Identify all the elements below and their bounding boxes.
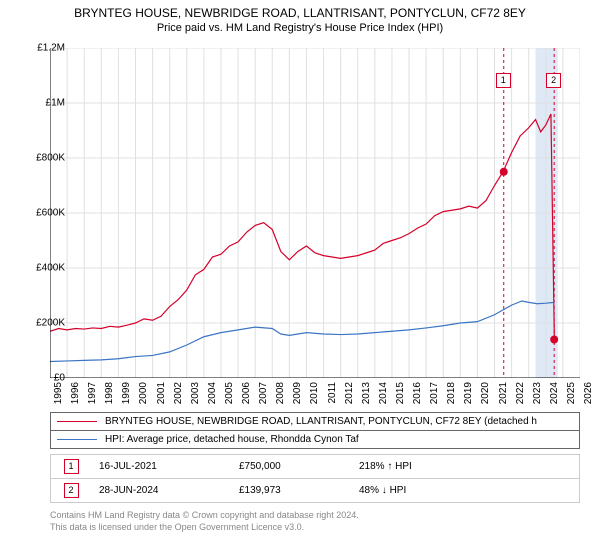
x-tick-label: 2008 xyxy=(275,382,286,404)
x-tick-label: 2007 xyxy=(258,382,269,404)
x-tick-label: 2005 xyxy=(224,382,235,404)
chart-subtitle: Price paid vs. HM Land Registry's House … xyxy=(0,20,600,34)
x-tick-label: 2023 xyxy=(532,382,543,404)
legend-label: BRYNTEG HOUSE, NEWBRIDGE ROAD, LLANTRISA… xyxy=(105,416,537,427)
y-tick-label: £200K xyxy=(36,318,65,329)
x-tick-label: 1997 xyxy=(87,382,98,404)
x-tick-label: 2015 xyxy=(395,382,406,404)
y-tick-label: £400K xyxy=(36,263,65,274)
legend: BRYNTEG HOUSE, NEWBRIDGE ROAD, LLANTRISA… xyxy=(50,412,580,449)
chart-marker-2: 2 xyxy=(546,73,561,88)
data-marker: 2 xyxy=(64,483,79,498)
x-tick-label: 2018 xyxy=(446,382,457,404)
x-tick-label: 2016 xyxy=(412,382,423,404)
x-tick-label: 2024 xyxy=(549,382,560,404)
footnote-line1: Contains HM Land Registry data © Crown c… xyxy=(50,510,359,522)
data-marker-cell: 1 xyxy=(51,455,91,478)
data-delta: 48% ↓ HPI xyxy=(351,480,414,501)
x-tick-label: 2001 xyxy=(156,382,167,404)
x-tick-label: 1998 xyxy=(104,382,115,404)
footnote: Contains HM Land Registry data © Crown c… xyxy=(50,510,359,533)
x-tick-label: 2000 xyxy=(138,382,149,404)
x-tick-label: 2010 xyxy=(309,382,320,404)
x-tick-label: 2022 xyxy=(515,382,526,404)
x-tick-label: 2006 xyxy=(241,382,252,404)
x-tick-label: 2025 xyxy=(566,382,577,404)
x-tick-label: 2002 xyxy=(173,382,184,404)
x-tick-label: 1999 xyxy=(121,382,132,404)
y-tick-label: £800K xyxy=(36,153,65,164)
x-tick-label: 2026 xyxy=(583,382,594,404)
x-tick-label: 2014 xyxy=(378,382,389,404)
data-delta: 218% ↑ HPI xyxy=(351,456,420,477)
chart-area xyxy=(50,48,580,378)
x-tick-label: 2011 xyxy=(327,382,338,404)
legend-swatch xyxy=(57,439,97,441)
legend-label: HPI: Average price, detached house, Rhon… xyxy=(105,434,359,445)
x-tick-label: 1995 xyxy=(53,382,64,404)
data-marker: 1 xyxy=(64,459,79,474)
x-tick-label: 2013 xyxy=(361,382,372,404)
legend-row: BRYNTEG HOUSE, NEWBRIDGE ROAD, LLANTRISA… xyxy=(51,413,579,431)
x-tick-label: 2020 xyxy=(480,382,491,404)
chart-container: BRYNTEG HOUSE, NEWBRIDGE ROAD, LLANTRISA… xyxy=(0,0,600,560)
legend-row: HPI: Average price, detached house, Rhon… xyxy=(51,431,579,449)
y-tick-label: £1.2M xyxy=(37,43,65,54)
x-tick-label: 2017 xyxy=(429,382,440,404)
x-tick-label: 2009 xyxy=(292,382,303,404)
y-tick-label: £1M xyxy=(46,98,65,109)
data-row: 1 16-JUL-2021£750,000218% ↑ HPI xyxy=(51,455,579,479)
data-date: 16-JUL-2021 xyxy=(91,456,231,477)
data-table: 1 16-JUL-2021£750,000218% ↑ HPI 2 28-JUN-20… xyxy=(50,454,580,503)
x-tick-label: 2004 xyxy=(207,382,218,404)
footnote-line2: This data is licensed under the Open Gov… xyxy=(50,522,359,534)
x-tick-label: 2003 xyxy=(190,382,201,404)
data-date: 28-JUN-2024 xyxy=(91,480,231,501)
data-price: £750,000 xyxy=(231,456,351,477)
data-row: 2 28-JUN-2024£139,97348% ↓ HPI xyxy=(51,479,579,502)
data-price: £139,973 xyxy=(231,480,351,501)
x-tick-label: 1996 xyxy=(70,382,81,404)
x-tick-label: 2012 xyxy=(344,382,355,404)
data-marker-cell: 2 xyxy=(51,479,91,502)
y-tick-label: £600K xyxy=(36,208,65,219)
x-tick-label: 2019 xyxy=(463,382,474,404)
chart-title: BRYNTEG HOUSE, NEWBRIDGE ROAD, LLANTRISA… xyxy=(0,0,600,20)
x-tick-label: 2021 xyxy=(498,382,509,404)
chart-svg xyxy=(50,48,580,378)
legend-swatch xyxy=(57,421,97,423)
chart-marker-1: 1 xyxy=(496,73,511,88)
